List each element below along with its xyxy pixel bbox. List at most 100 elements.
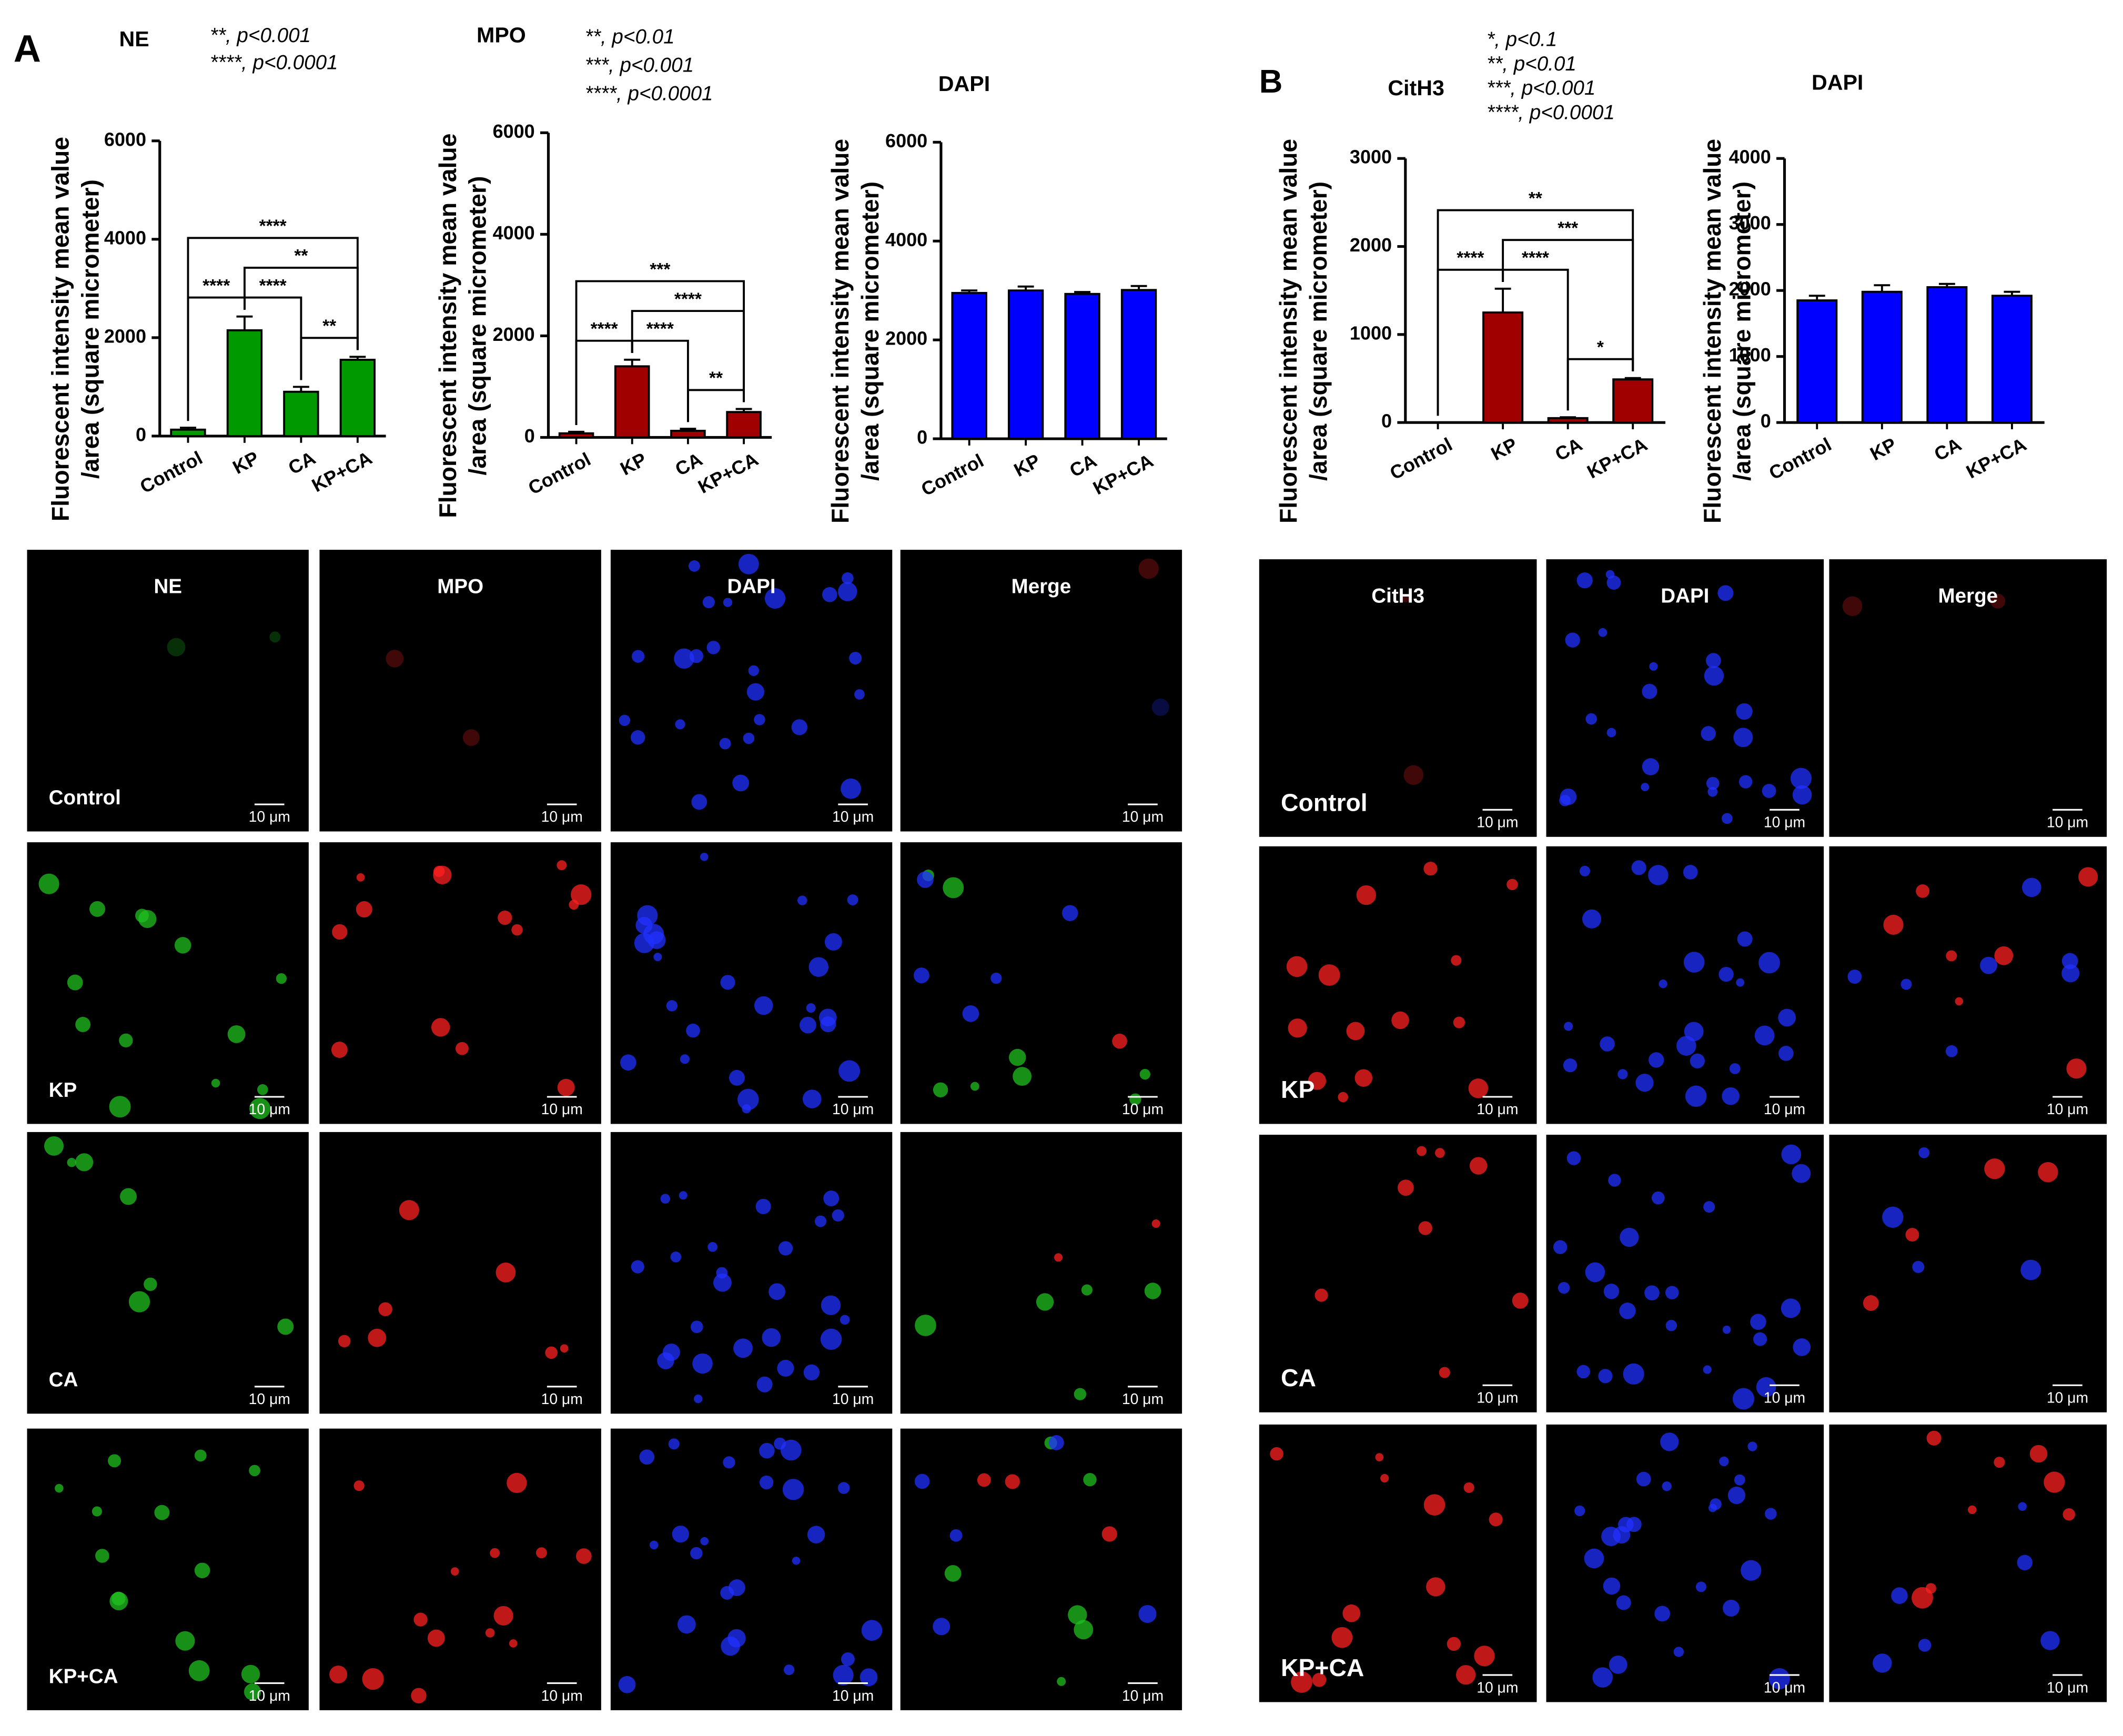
cell-signal <box>1946 950 1957 962</box>
cell-signal <box>1721 813 1733 824</box>
cell-signal <box>1456 1665 1476 1685</box>
cell-signal <box>1560 788 1577 805</box>
cell-signal <box>649 1540 659 1550</box>
cell-signal <box>571 884 592 905</box>
cell-signal <box>723 598 733 607</box>
cell-signal <box>1737 931 1753 947</box>
micrograph <box>27 1428 309 1711</box>
cell-signal <box>378 1302 392 1316</box>
cell-signal <box>1623 1363 1644 1385</box>
cell-signal <box>702 596 715 609</box>
cell-signal <box>807 1526 825 1543</box>
cell-signal <box>1617 1069 1628 1079</box>
y-tick-label: 6000 <box>104 128 146 150</box>
cell-signal <box>1564 1022 1573 1031</box>
significance-label: *** <box>650 260 670 279</box>
cell-signal <box>1891 1587 1908 1604</box>
y-tick-label: 1000 <box>1729 344 1771 366</box>
scale-bar-label: 10 μm <box>541 808 583 825</box>
chart-title: MPO <box>477 23 526 47</box>
cell-signal <box>660 1194 670 1204</box>
channel-label: NE <box>154 575 182 598</box>
cell-signal <box>38 873 59 894</box>
cell-signal <box>1009 1048 1026 1066</box>
cell-signal <box>2017 1555 2033 1571</box>
micrograph <box>610 1132 893 1414</box>
scale-bar-label: 10 μm <box>541 1687 583 1704</box>
cell-signal <box>797 895 807 905</box>
y-tick-label: 2000 <box>493 324 535 345</box>
cell-signal <box>456 1042 469 1055</box>
cell-signal <box>842 572 854 584</box>
cell-signal <box>1747 1441 1757 1451</box>
cell-signal <box>1926 1430 1942 1446</box>
panel-label: A <box>14 28 41 70</box>
cell-signal <box>648 931 666 950</box>
y-tick-label: 1000 <box>1350 322 1392 344</box>
significance-note: ***, p<0.001 <box>585 54 694 76</box>
bar <box>1991 295 2033 424</box>
cell-signal <box>1474 1646 1495 1667</box>
cell-signal <box>917 871 934 888</box>
cell-signal <box>748 665 760 676</box>
cell-signal <box>167 638 186 657</box>
cell-signal <box>1732 1388 1754 1410</box>
scale-bar-label: 10 μm <box>1477 1389 1518 1406</box>
cell-signal <box>769 1283 785 1300</box>
cell-signal <box>1778 1008 1796 1027</box>
cell-signal <box>1423 862 1438 876</box>
cell-signal <box>277 1318 294 1335</box>
cell-signal <box>675 719 685 730</box>
cell-signal <box>630 730 645 745</box>
cell-signal <box>485 1628 495 1638</box>
bar <box>1064 292 1100 440</box>
cell-signal <box>560 1344 569 1353</box>
micrograph <box>1259 1135 1537 1412</box>
cell-signal <box>815 1215 827 1227</box>
scale-bar-label: 10 μm <box>2047 1101 2088 1117</box>
cell-signal <box>764 588 786 609</box>
scale-bar-label: 10 μm <box>541 1101 583 1117</box>
micrograph <box>1829 1424 2107 1702</box>
cell-signal <box>700 853 709 861</box>
bar <box>339 359 376 437</box>
y-tick-label: 4000 <box>104 227 146 248</box>
cell-signal <box>1641 783 1650 791</box>
significance-label: * <box>1597 338 1604 357</box>
significance-label: **** <box>646 319 674 339</box>
scale-bar-label: 10 μm <box>1122 1687 1164 1704</box>
cell-signal <box>1439 1367 1450 1378</box>
scale-bar-label: 10 μm <box>1122 1101 1164 1117</box>
cell-signal <box>2022 877 2041 897</box>
cell-signal <box>914 1473 930 1489</box>
cell-signal <box>1718 966 1734 982</box>
y-tick-label: 0 <box>917 427 927 448</box>
significance-bracket <box>1437 209 1634 416</box>
cell-signal <box>1138 558 1159 579</box>
y-tick-label: 2000 <box>1350 234 1392 256</box>
cell-signal <box>493 1606 513 1626</box>
cell-signal <box>1062 905 1078 921</box>
cell-signal <box>545 1346 558 1359</box>
cell-signal <box>1606 576 1621 590</box>
cell-signal <box>1576 1365 1590 1379</box>
scale-bar-label: 10 μm <box>2047 1389 2088 1406</box>
cell-signal <box>719 738 731 750</box>
cell-signal <box>1781 1298 1801 1318</box>
cell-signal <box>1054 1253 1063 1262</box>
cell-signal <box>244 1683 261 1701</box>
cell-signal <box>1101 1526 1117 1542</box>
cell-signal <box>1873 1653 1892 1673</box>
significance-label: **** <box>591 319 618 339</box>
cell-signal <box>679 1191 688 1200</box>
scale-bar-label: 10 μm <box>1764 1679 1805 1695</box>
scale-bar-label: 10 μm <box>249 808 290 825</box>
cell-signal <box>688 560 700 572</box>
cell-signal <box>2018 1502 2027 1511</box>
cell-signal <box>1074 1388 1087 1400</box>
cell-signal <box>808 957 829 977</box>
cell-signal <box>1636 1471 1651 1487</box>
cell-signal <box>733 1338 753 1358</box>
cell-signal <box>632 650 645 663</box>
